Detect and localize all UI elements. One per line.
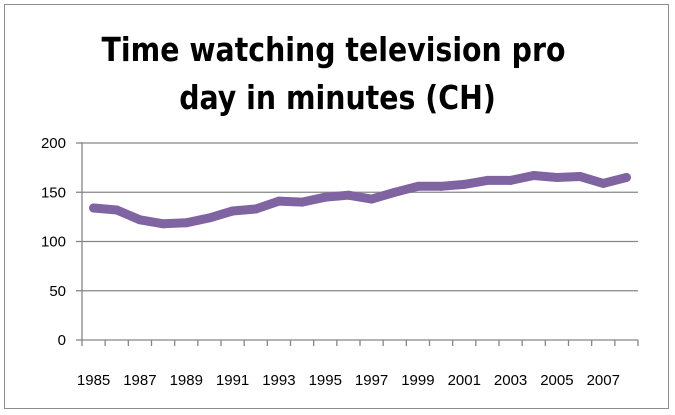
x-tick-labels: 1985 1987 1989 1991 1993 1995 1997 1999 2001 2003… bbox=[77, 372, 620, 389]
data-point bbox=[552, 172, 562, 182]
data-point bbox=[506, 175, 516, 185]
y-tick-label: 0 bbox=[58, 332, 66, 349]
data-point bbox=[436, 181, 446, 191]
data-point bbox=[598, 178, 608, 188]
chart-title-line-1: Time watching television pro bbox=[101, 30, 566, 69]
x-tick-label: 1989 bbox=[170, 372, 203, 389]
axes bbox=[76, 142, 639, 346]
data-point bbox=[320, 192, 330, 202]
series-layer bbox=[89, 171, 631, 229]
data-point bbox=[297, 197, 307, 207]
data-point bbox=[251, 204, 261, 214]
x-tick-label: 2007 bbox=[587, 372, 620, 389]
x-tick-label: 1985 bbox=[77, 372, 110, 389]
data-point bbox=[482, 175, 492, 185]
data-point bbox=[112, 205, 122, 215]
y-tick-label: 200 bbox=[41, 135, 66, 152]
data-point bbox=[274, 196, 284, 206]
data-point bbox=[158, 219, 168, 229]
data-point bbox=[89, 203, 99, 213]
data-point bbox=[529, 171, 539, 181]
x-tick-label: 1995 bbox=[309, 372, 342, 389]
chart-title-line-2: day in minutes (CH) bbox=[179, 78, 496, 117]
y-tick-label: 150 bbox=[41, 184, 66, 201]
chart-title: Time watching television pro day in minu… bbox=[0, 26, 675, 122]
gridlines bbox=[82, 142, 638, 292]
data-point bbox=[228, 206, 238, 216]
x-tick-label: 1993 bbox=[262, 372, 295, 389]
data-point bbox=[575, 171, 585, 181]
series-line bbox=[89, 171, 631, 229]
y-tick-label: 100 bbox=[41, 234, 66, 251]
x-tick-label: 2003 bbox=[494, 372, 527, 389]
data-point bbox=[181, 218, 191, 228]
data-point bbox=[367, 194, 377, 204]
y-tick-labels: 0 50 100 150 200 bbox=[41, 135, 66, 349]
data-point bbox=[343, 190, 353, 200]
data-point bbox=[621, 172, 631, 182]
data-point bbox=[135, 215, 145, 225]
x-tick-label: 1987 bbox=[123, 372, 156, 389]
data-point bbox=[413, 181, 423, 191]
x-tick-label: 1991 bbox=[216, 372, 249, 389]
data-point bbox=[390, 187, 400, 197]
data-point bbox=[204, 213, 214, 223]
x-tick-label: 1997 bbox=[355, 372, 388, 389]
y-tick-label: 50 bbox=[49, 283, 66, 300]
x-tick-label: 1999 bbox=[401, 372, 434, 389]
x-tick-label: 2005 bbox=[540, 372, 573, 389]
data-point bbox=[459, 179, 469, 189]
x-tick-label: 2001 bbox=[448, 372, 481, 389]
